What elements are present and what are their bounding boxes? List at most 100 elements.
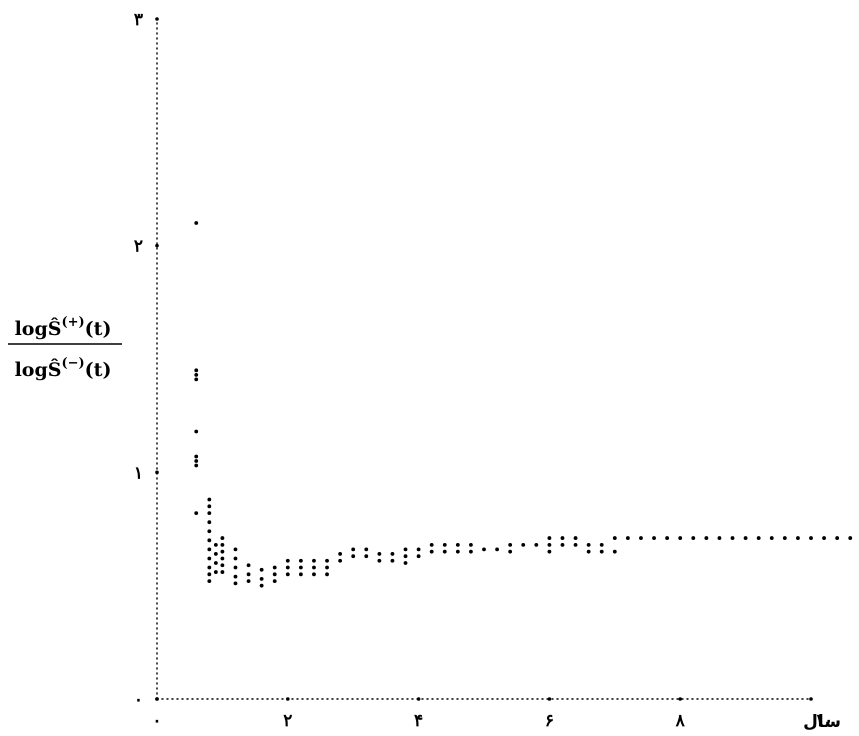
data-point bbox=[220, 549, 225, 554]
data-point bbox=[194, 459, 199, 463]
x-tick-mark bbox=[286, 697, 290, 701]
data-point bbox=[403, 561, 408, 565]
data-point bbox=[665, 536, 670, 540]
data-point bbox=[652, 536, 656, 540]
data-point bbox=[207, 572, 212, 577]
x-axis-label: سال bbox=[803, 712, 841, 732]
data-point bbox=[272, 565, 277, 570]
data-point bbox=[691, 536, 696, 540]
x-tick-mark bbox=[547, 697, 552, 701]
y-tick-mark bbox=[155, 697, 159, 701]
y-tick-mark bbox=[155, 17, 159, 21]
data-point bbox=[612, 536, 617, 540]
data-point bbox=[377, 552, 382, 556]
data-point bbox=[338, 558, 343, 563]
chart-points bbox=[194, 221, 853, 588]
data-point bbox=[442, 549, 447, 554]
data-point bbox=[233, 556, 238, 561]
data-point bbox=[469, 542, 473, 547]
data-point bbox=[207, 529, 212, 534]
data-point bbox=[560, 536, 565, 540]
y-tick-label: ۳ bbox=[134, 10, 143, 30]
data-point bbox=[730, 536, 735, 540]
data-point bbox=[285, 572, 290, 577]
data-point bbox=[599, 549, 604, 554]
data-point bbox=[312, 558, 316, 563]
data-point bbox=[769, 536, 774, 540]
data-point bbox=[194, 368, 199, 373]
data-point bbox=[586, 542, 591, 547]
data-point bbox=[194, 454, 199, 459]
data-point bbox=[285, 558, 290, 563]
x-tick-label: ۲ bbox=[283, 711, 292, 731]
x-tick-mark bbox=[678, 697, 682, 701]
data-point bbox=[220, 536, 225, 540]
data-point bbox=[495, 547, 499, 552]
data-point bbox=[455, 549, 460, 554]
data-point bbox=[233, 547, 238, 552]
data-point bbox=[704, 536, 709, 540]
data-point bbox=[213, 542, 218, 547]
x-tick-label: ۸ bbox=[675, 711, 686, 731]
data-point bbox=[573, 542, 578, 547]
data-point bbox=[678, 536, 683, 540]
data-point bbox=[285, 565, 290, 570]
data-point bbox=[298, 558, 303, 563]
data-point bbox=[599, 542, 604, 547]
data-point bbox=[325, 565, 329, 570]
data-point bbox=[560, 542, 565, 547]
x-tick-label: ۴ bbox=[414, 711, 423, 731]
data-point bbox=[482, 547, 486, 552]
chart-labels: سال logŜ(+)(t) logŜ(−)(t) bbox=[8, 315, 841, 732]
data-point bbox=[390, 558, 395, 563]
data-point bbox=[312, 572, 316, 577]
data-point bbox=[508, 542, 513, 547]
y-axis-label-numerator: logŜ(+)(t) bbox=[15, 315, 112, 340]
data-point bbox=[455, 542, 460, 547]
y-tick-label: ۰ bbox=[134, 690, 143, 710]
data-point bbox=[429, 549, 434, 554]
data-point bbox=[625, 536, 630, 540]
data-point bbox=[213, 570, 218, 574]
data-point bbox=[220, 556, 225, 561]
data-point bbox=[207, 497, 212, 502]
data-point bbox=[547, 536, 552, 540]
data-point bbox=[586, 549, 591, 554]
data-point bbox=[782, 536, 787, 540]
x-tick-mark bbox=[809, 697, 813, 701]
data-point bbox=[469, 549, 473, 554]
data-point bbox=[233, 581, 238, 586]
data-point bbox=[207, 556, 212, 561]
data-point bbox=[534, 542, 539, 547]
data-point bbox=[521, 542, 526, 547]
y-tick-label: ۱ bbox=[134, 463, 143, 483]
data-point bbox=[246, 579, 251, 584]
x-tick-mark bbox=[416, 697, 421, 701]
data-point bbox=[207, 504, 212, 509]
y-axis-label: logŜ(+)(t) logŜ(−)(t) bbox=[8, 315, 122, 381]
data-point bbox=[547, 542, 552, 547]
data-point bbox=[220, 563, 225, 568]
data-point bbox=[416, 547, 421, 552]
x-tick-label: ۱۰ bbox=[815, 711, 833, 731]
data-point bbox=[325, 572, 329, 577]
data-point bbox=[246, 572, 251, 577]
data-point bbox=[207, 538, 212, 543]
data-point bbox=[848, 536, 853, 540]
data-point bbox=[429, 542, 434, 547]
data-point bbox=[298, 565, 303, 570]
data-point bbox=[835, 536, 840, 540]
data-point bbox=[796, 536, 800, 540]
data-point bbox=[246, 563, 251, 568]
data-point bbox=[312, 565, 316, 570]
chart-axes bbox=[156, 18, 812, 700]
chart-ticks: ۰ ۲ ۴ ۶ ۸ ۱۰ ۰ ۱ ۲ ۳ bbox=[134, 10, 833, 731]
data-point bbox=[207, 547, 212, 552]
y-axis-label-denominator: logŜ(−)(t) bbox=[15, 356, 112, 381]
data-point bbox=[639, 536, 643, 540]
data-point bbox=[233, 565, 238, 570]
data-point bbox=[259, 583, 264, 588]
data-point bbox=[403, 547, 408, 552]
data-point bbox=[403, 554, 408, 559]
